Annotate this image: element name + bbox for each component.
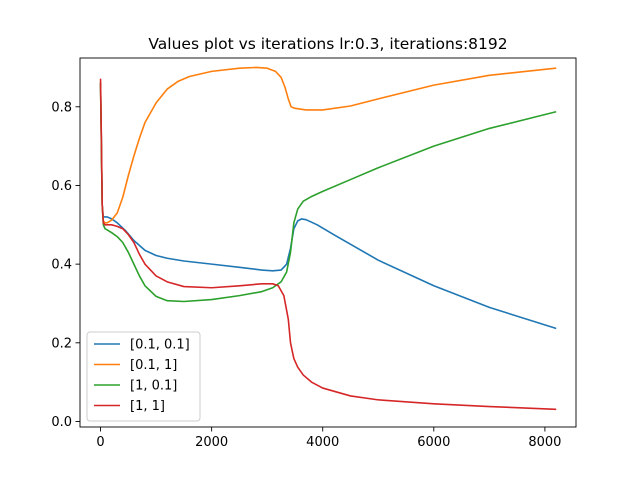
x-tick-label: 8000: [528, 435, 561, 450]
series-line-1: [99, 82, 557, 330]
legend: [0.1, 0.1] [0.1, 1] [1, 0.1] [1, 1]: [86, 331, 201, 422]
y-tick-label: 0.4: [51, 258, 72, 273]
y-tick-label: 0.2: [51, 336, 72, 351]
legend-label: [1, 0.1]: [130, 379, 177, 394]
x-axis-ticks: 0 2000 4000 6000 8000: [96, 427, 561, 450]
legend-label: [0.1, 0.1]: [130, 338, 190, 353]
plot-frame: [79, 57, 577, 428]
y-tick-label: 0.6: [51, 179, 72, 194]
series-line-4: [99, 78, 557, 411]
legend-box: [86, 331, 201, 422]
y-tick-label: 0.0: [51, 415, 72, 430]
y-axis-ticks: 0.0 0.2 0.4 0.6 0.8: [51, 100, 80, 430]
legend-label: [1, 1]: [130, 399, 165, 414]
y-tick-label: 0.8: [51, 100, 72, 115]
plot-lines: [99, 66, 557, 411]
x-tick-label: 0: [96, 435, 104, 450]
series-line-2: [99, 66, 557, 224]
x-tick-label: 6000: [417, 435, 450, 450]
series-line-3: [99, 82, 557, 303]
x-tick-label: 2000: [195, 435, 228, 450]
chart-title: Values plot vs iterations lr:0.3, iterat…: [148, 35, 507, 53]
legend-label: [0.1, 1]: [130, 358, 177, 373]
x-tick-label: 4000: [306, 435, 339, 450]
